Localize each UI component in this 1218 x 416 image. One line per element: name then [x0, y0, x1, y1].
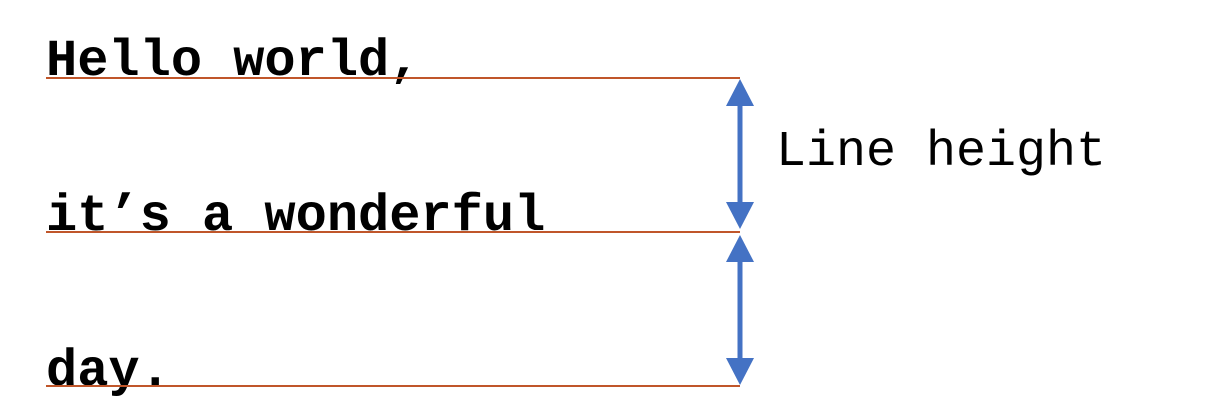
line-height-arrow-upper [726, 79, 754, 229]
baseline-3 [46, 385, 740, 387]
text-line-3: day. [46, 342, 171, 401]
baseline-1 [46, 77, 740, 79]
line-height-arrow-lower [726, 235, 754, 385]
line-height-label: Line height [776, 124, 1107, 181]
arrow-head-down-upper [726, 202, 754, 229]
arrow-head-up-upper [726, 79, 754, 106]
arrow-head-up-lower [726, 235, 754, 262]
arrow-head-down-lower [726, 358, 754, 385]
text-line-1: Hello world, [46, 32, 421, 91]
baseline-2 [46, 231, 740, 233]
text-line-2: it’s a wonderful [46, 187, 546, 246]
